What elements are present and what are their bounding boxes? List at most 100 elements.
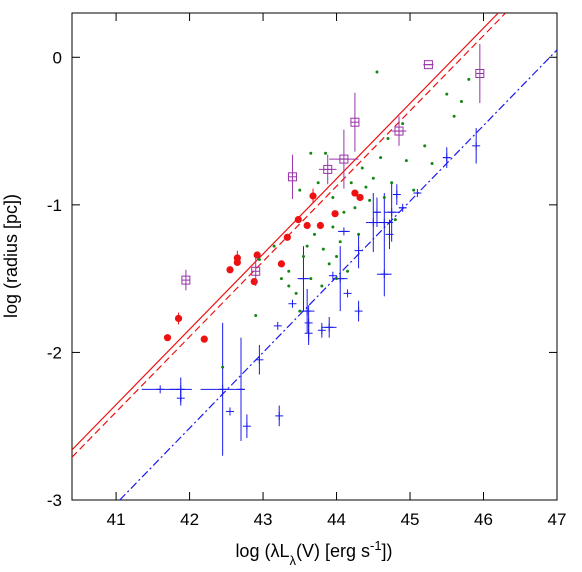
x-tick-label: 47 [548,510,567,529]
point-marker [357,232,361,236]
data-point [237,337,246,441]
fit-line-solid [72,13,499,451]
data-point [354,232,363,269]
point-marker [287,284,291,288]
data-point [368,198,372,202]
data-point [459,100,463,104]
data-point [472,128,481,164]
point-marker [393,218,397,222]
data-point [338,227,350,236]
point-marker [430,162,434,166]
data-point [430,162,434,166]
point-marker [335,277,339,281]
data-point [398,203,407,212]
point-marker [294,291,298,295]
data-point [382,195,386,199]
point-marker [423,144,427,148]
data-point [357,232,361,236]
data-point [316,221,324,230]
data-point [467,77,471,81]
point-marker [452,114,456,118]
data-point [331,225,335,229]
data-point [350,92,360,152]
data-point [413,189,422,198]
data-point [287,269,291,273]
data-point [364,185,368,189]
x-tick-label: 44 [327,510,346,529]
point-marker [163,334,172,342]
data-point [375,193,394,253]
data-point [309,151,313,155]
data-point [393,218,397,222]
y-tick-label: -3 [47,491,62,510]
point-marker [250,277,258,286]
point-marker [375,70,379,74]
data-point [317,322,326,338]
data-point [277,260,286,268]
point-marker [331,195,335,199]
data-point [316,181,320,185]
point-marker [342,210,346,214]
series-filled-circle [163,188,364,343]
point-marker [356,193,364,202]
data-point [390,181,394,185]
point-marker [404,159,408,163]
point-marker [412,188,416,192]
data-point [305,244,309,248]
data-point [283,233,291,241]
fit-lines [72,13,557,500]
x-axis-label: log (λLλ(V) [erg s-1]) [235,538,392,568]
data-point [346,269,350,273]
x-tick-label: 42 [180,510,199,529]
data-point [379,156,383,160]
data-point [327,262,331,266]
series-open-square [181,43,485,291]
point-marker [316,221,324,230]
data-point [176,390,185,406]
point-marker [331,225,335,229]
data-point [442,147,451,168]
data-point [354,300,363,322]
data-point [356,193,364,202]
x-tick-label: 46 [474,510,493,529]
data-point [331,210,339,218]
data-point [360,166,364,170]
point-marker [331,210,339,218]
data-point [221,365,225,369]
data-point [303,221,311,230]
point-marker [386,136,390,140]
data-point [275,405,284,427]
data-point [445,92,449,96]
point-marker [324,151,328,155]
x-tick-label: 43 [254,510,273,529]
point-marker [351,189,359,197]
data-point [392,184,401,205]
data-point [181,269,191,291]
data-point [376,252,392,297]
data-point [324,151,328,155]
data-point [287,154,297,199]
data-point [273,321,282,330]
data-point [255,345,264,375]
axis-ticks [72,13,558,501]
point-marker [254,314,258,318]
data-point [242,414,251,439]
point-marker [445,92,449,96]
data-points [141,43,485,456]
data-point [174,312,183,325]
point-marker [379,156,383,160]
series-dot [221,70,471,369]
data-point [321,317,337,338]
data-point [254,314,258,318]
point-marker [253,251,261,259]
point-marker [221,365,225,369]
data-point [353,206,357,210]
data-point [251,256,261,287]
point-marker [371,176,375,180]
data-point [349,181,353,185]
data-point [288,299,297,308]
y-tick-label: -2 [47,343,62,362]
data-point [452,114,456,118]
data-point [321,247,325,251]
